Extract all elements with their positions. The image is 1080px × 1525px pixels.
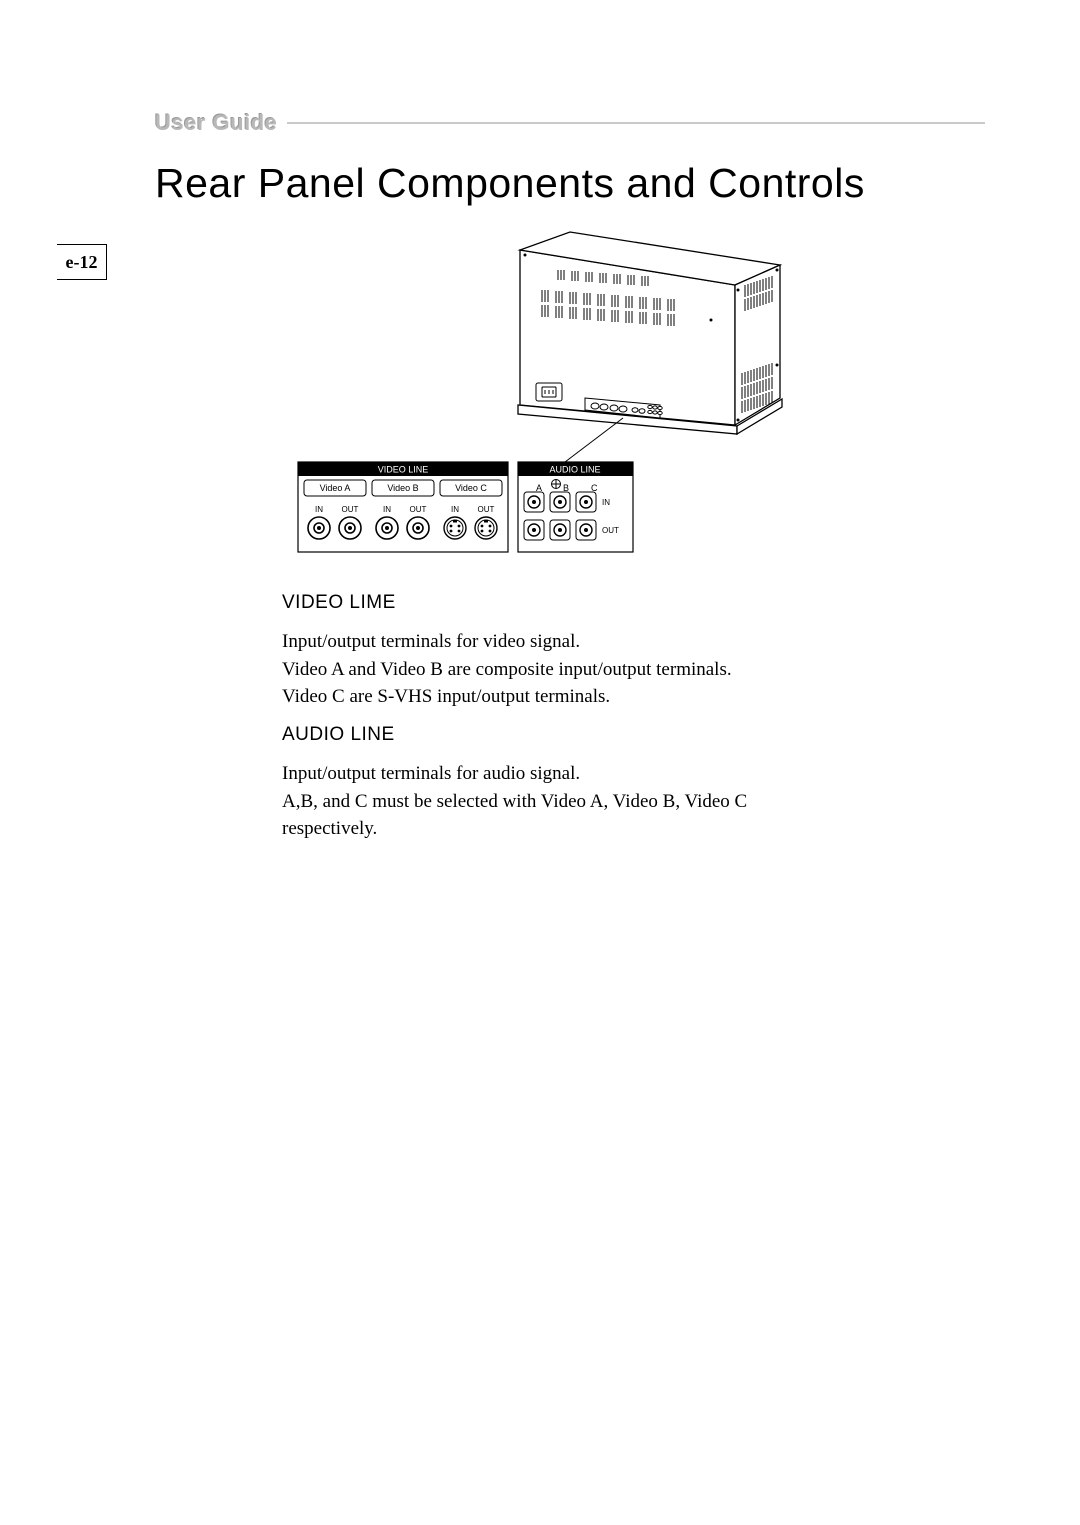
audio-section-line-1: Input/output terminals for audio signal.	[282, 760, 842, 788]
rear-panel-figure: VIDEO LINE Video A IN OUT V	[290, 230, 790, 560]
video-line-panel: VIDEO LINE Video A IN OUT V	[298, 462, 508, 552]
video-section-heading: VIDEO LIME	[282, 592, 842, 614]
header-label: User Guide	[155, 110, 277, 136]
section-audio-line: AUDIO LINE Input/output terminals for au…	[282, 724, 842, 843]
audio-in-label: IN	[602, 498, 610, 507]
audio-line-panel: AUDIO LINE A B C IN	[518, 462, 633, 552]
video-b-out: OUT	[410, 505, 427, 514]
video-c-out: OUT	[478, 505, 495, 514]
video-a-label: Video A	[320, 483, 351, 493]
page: User Guide Rear Panel Components and Con…	[0, 0, 1080, 1525]
video-a-in: IN	[315, 505, 323, 514]
page-title: Rear Panel Components and Controls	[155, 160, 865, 207]
video-b-label: Video B	[387, 483, 418, 493]
audio-section-line-2: A,B, and C must be selected with Video A…	[282, 788, 842, 843]
page-header: User Guide	[155, 110, 985, 136]
audio-section-heading: AUDIO LINE	[282, 724, 842, 746]
video-section-line-3: Video C are S-VHS input/output terminals…	[282, 683, 842, 711]
audio-line-header: AUDIO LINE	[549, 465, 600, 475]
video-line-header: VIDEO LINE	[378, 465, 429, 475]
video-b-in: IN	[383, 505, 391, 514]
video-a-out: OUT	[342, 505, 359, 514]
audio-out-label: OUT	[602, 526, 619, 535]
video-section-line-1: Input/output terminals for video signal.	[282, 628, 842, 656]
section-video-line: VIDEO LIME Input/output terminals for vi…	[282, 592, 842, 711]
header-rule	[287, 122, 985, 124]
page-number: e-12	[57, 244, 107, 280]
video-c-in: IN	[451, 505, 459, 514]
video-c-label: Video C	[455, 483, 487, 493]
rear-panel-svg: VIDEO LINE Video A IN OUT V	[290, 230, 790, 570]
video-section-line-2: Video A and Video B are composite input/…	[282, 656, 842, 684]
